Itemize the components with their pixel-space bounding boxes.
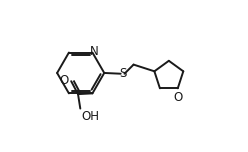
Text: OH: OH xyxy=(81,110,99,123)
Text: N: N xyxy=(90,45,99,58)
Text: O: O xyxy=(59,74,68,87)
Text: O: O xyxy=(174,91,183,104)
Text: S: S xyxy=(119,67,126,80)
